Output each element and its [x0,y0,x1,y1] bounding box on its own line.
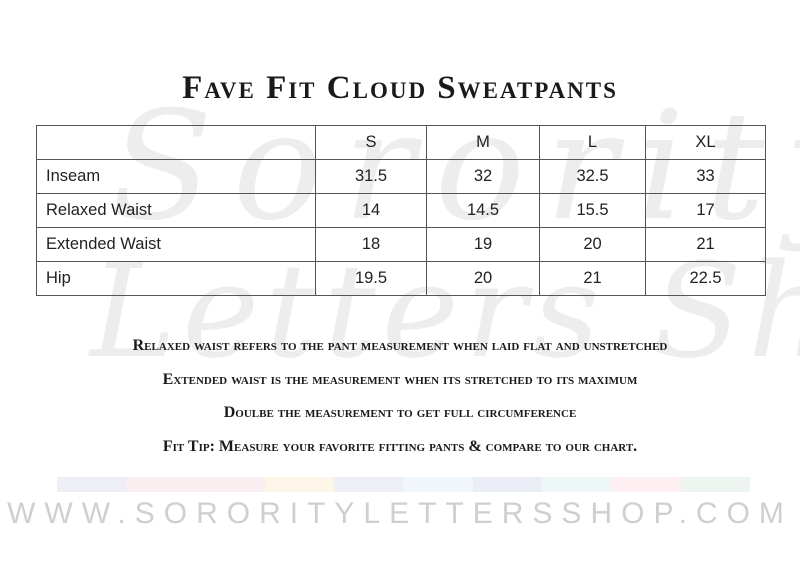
notes: Relaxed waist refers to the pant measure… [0,337,800,471]
table-cell: 19 [426,227,540,262]
row-label: Hip [36,261,316,296]
table-row: Extended Waist 18 19 20 21 [36,227,766,262]
table-row: Inseam 31.5 32 32.5 33 [36,159,766,194]
table-cell: 15.5 [539,193,646,228]
header-cell: S [315,125,427,160]
color-swatch [680,477,750,492]
color-strip [57,477,750,492]
note-extended-waist: Extended waist is the measurement when i… [162,370,638,388]
note-relaxed-waist: Relaxed waist refers to the pant measure… [132,337,668,354]
website-footer: WWW.SORORITYLETTERSSHOP.COM [7,497,793,530]
table-header-row: S M L XL [36,125,766,160]
color-swatch [334,477,404,492]
header-cell: M [426,125,540,160]
table-cell: 14.5 [426,193,540,228]
table-row: Hip 19.5 20 21 22.5 [36,261,766,296]
header-cell [36,125,316,160]
table-cell: 14 [315,193,427,228]
note-fit-tip: Fit Tip: Measure your favorite fitting p… [162,437,638,455]
color-swatch [57,477,127,492]
row-label: Extended Waist [36,227,316,262]
color-swatch [542,477,612,492]
row-label: Relaxed Waist [36,193,316,228]
table-cell: 32 [426,159,540,194]
note-double-measurement: Doulbe the measurement to get full circu… [223,404,577,421]
table-cell: 32.5 [539,159,646,194]
table-cell: 21 [539,261,646,296]
table-cell: 17 [645,193,766,228]
table-cell: 20 [426,261,540,296]
color-swatch [195,477,265,492]
table-row: Relaxed Waist 14 14.5 15.5 17 [36,193,766,228]
header-cell: XL [645,125,766,160]
table-cell: 20 [539,227,646,262]
table-cell: 18 [315,227,427,262]
table-cell: 19.5 [315,261,427,296]
color-swatch [611,477,681,492]
color-swatch [126,477,196,492]
table-cell: 33 [645,159,766,194]
color-swatch [472,477,543,492]
size-chart-table: S M L XL Inseam 31.5 32 32.5 33 Relaxed … [36,125,766,296]
table-cell: 21 [645,227,766,262]
color-swatch [264,477,335,492]
table-cell: 22.5 [645,261,766,296]
color-swatch [403,477,473,492]
page-title: Fave Fit Cloud Sweatpants [182,70,618,106]
row-label: Inseam [36,159,316,194]
header-cell: L [539,125,646,160]
table-cell: 31.5 [315,159,427,194]
